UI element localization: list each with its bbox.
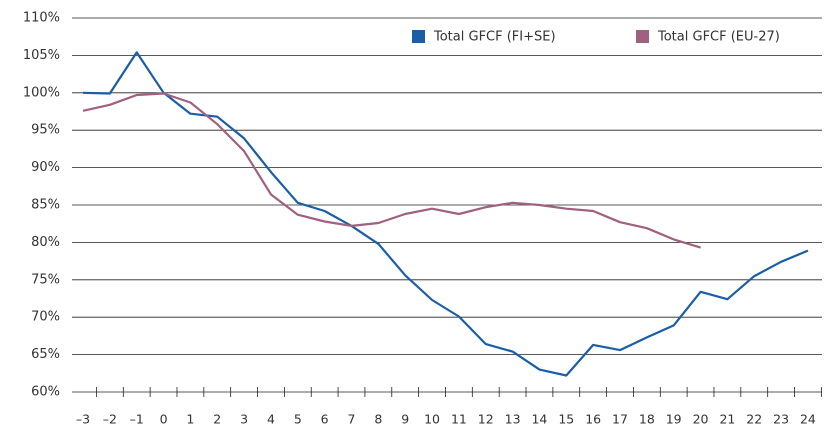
x-tick-label: –2 [103,412,117,427]
x-tick-label: 24 [800,412,816,427]
x-tick-label: 2 [213,412,221,427]
legend-swatch [636,30,649,43]
y-tick-label: 110% [23,11,60,26]
y-tick-label: 90% [31,160,60,175]
x-tick-label: 12 [478,412,494,427]
series-line [82,51,809,377]
y-tick-label: 70% [31,310,60,325]
y-tick-label: 100% [23,85,60,100]
y-tick-label: 60% [31,385,60,400]
x-tick-label: –1 [130,412,144,427]
x-tick-label: 3 [240,412,248,427]
x-tick-label: 6 [321,412,329,427]
x-tick-label: 14 [531,412,547,427]
x-tick-label: 10 [424,412,440,427]
series-line [82,92,701,249]
y-tick-label: 95% [31,123,60,138]
x-tick-label: 22 [746,412,762,427]
x-tick-label: –3 [76,412,90,427]
y-tick-label: 80% [31,235,60,250]
x-tick-label: 4 [267,412,275,427]
x-tick-label: 17 [612,412,628,427]
y-tick-label: 85% [31,198,60,213]
x-tick-label: 23 [773,412,789,427]
y-tick-label: 75% [31,272,60,287]
x-tick-label: 20 [693,412,709,427]
x-tick-label: 13 [505,412,521,427]
x-tick-label: 15 [558,412,574,427]
legend-label: Total GFCF (FI+SE) [433,30,556,45]
y-tick-label: 105% [23,48,60,63]
x-tick-label: 11 [451,412,467,427]
x-tick-label: 16 [585,412,601,427]
y-tick-label: 65% [31,347,60,362]
x-tick-label: 21 [719,412,735,427]
legend-swatch [412,30,425,43]
x-tick-label: 0 [160,412,168,427]
x-tick-label: 18 [639,412,655,427]
x-tick-label: 7 [348,412,356,427]
x-tick-label: 19 [666,412,682,427]
x-tick-label: 9 [401,412,409,427]
x-tick-label: 8 [374,412,382,427]
x-tick-label: 5 [294,412,302,427]
x-tick-label: 1 [186,412,194,427]
legend-label: Total GFCF (EU-27) [657,30,780,45]
